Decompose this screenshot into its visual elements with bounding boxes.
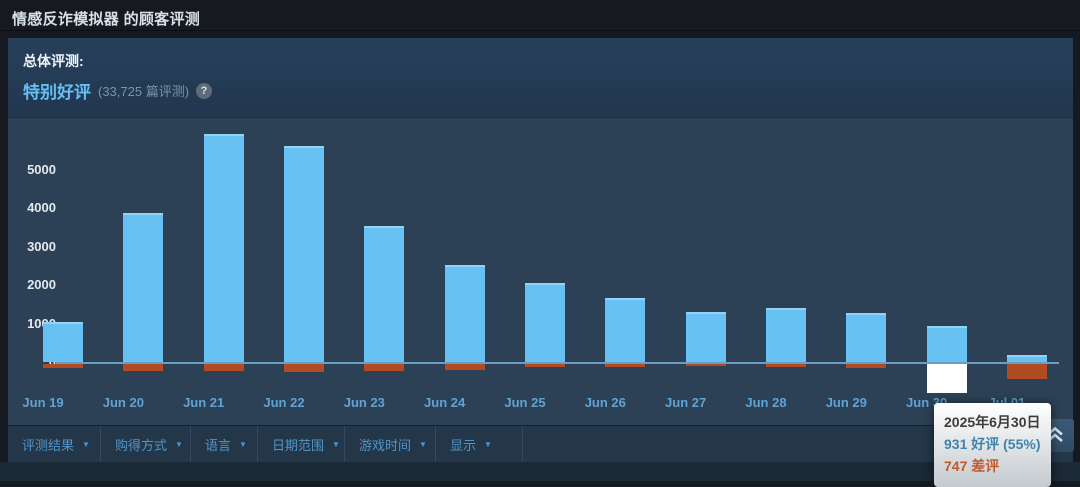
positive-bar[interactable] — [1006, 355, 1047, 362]
y-axis-tick-label: 2000 — [27, 277, 56, 293]
negative-bar[interactable] — [203, 364, 244, 371]
tooltip-date: 2025年6月30日 — [944, 414, 1041, 430]
overall-summary-label: 总体评测: — [23, 53, 84, 69]
filter-bar: 评测结果 ▼ 购得方式 ▼ 语言 ▼ 日期范围 ▼ 游戏时间 ▼ 显示 ▼ — [8, 419, 1074, 462]
filter-dropdown-purchase-type[interactable]: 购得方式 ▼ — [101, 426, 191, 462]
filter-dropdown-display[interactable]: 显示 ▼ — [436, 426, 523, 462]
negative-bar[interactable] — [283, 364, 324, 372]
positive-bar[interactable] — [203, 133, 244, 362]
caret-down-icon: ▼ — [239, 439, 247, 449]
x-axis-date-label: Jun 28 — [745, 395, 787, 410]
overall-summary: 总体评测: 特别好评 (33,725 篇评测) ? — [8, 38, 1073, 118]
tooltip-negative-count: 747 差评 — [944, 458, 1000, 474]
negative-bar-hovered[interactable] — [926, 364, 967, 393]
negative-bar[interactable] — [846, 364, 887, 368]
rating-row: 特别好评 (33,725 篇评测) ? — [23, 78, 1073, 103]
positive-bar[interactable] — [685, 312, 726, 362]
positive-bar[interactable] — [364, 226, 405, 362]
caret-down-icon: ▼ — [419, 439, 427, 449]
negative-bar[interactable] — [43, 364, 83, 368]
x-axis-date-label: Jun 24 — [424, 395, 466, 410]
filter-label: 游戏时间 — [359, 437, 412, 453]
overall-rating: 特别好评 — [23, 83, 91, 102]
negative-bar[interactable] — [123, 364, 164, 371]
x-axis-date-label: Jun 21 — [183, 395, 225, 410]
negative-bar[interactable] — [524, 364, 565, 368]
negative-bar[interactable] — [1006, 364, 1047, 380]
filter-dropdown-playtime[interactable]: 游戏时间 ▼ — [345, 426, 436, 462]
review-count: (33,725 篇评测) — [98, 84, 190, 99]
x-axis-date-label: Jun 29 — [825, 395, 867, 410]
filter-dropdown-language[interactable]: 语言 ▼ — [191, 426, 258, 462]
y-axis-tick-label: 5000 — [27, 162, 56, 177]
caret-down-icon: ▼ — [332, 439, 340, 449]
x-axis-date-label: Jun 19 — [22, 395, 64, 410]
filter-dropdown-date-range[interactable]: 日期范围 ▼ — [258, 426, 345, 462]
filter-label: 评测结果 — [22, 437, 75, 453]
positive-bar[interactable] — [524, 282, 565, 362]
positive-bar[interactable] — [765, 308, 806, 362]
filter-label: 日期范围 — [272, 437, 325, 453]
page-header: 情感反诈模拟器 的顾客评测 — [0, 0, 1080, 31]
reviews-panel: 总体评测: 特别好评 (33,725 篇评测) ? 01000200030004… — [8, 38, 1074, 462]
bar-tooltip: 2025年6月30日 931 好评 (55%) 747 差评 — [934, 403, 1051, 487]
positive-bar[interactable] — [605, 297, 646, 362]
caret-down-icon: ▼ — [82, 439, 90, 449]
filter-label: 购得方式 — [115, 437, 168, 453]
positive-bar[interactable] — [846, 312, 887, 362]
x-axis-date-label: Jun 23 — [343, 395, 385, 410]
page-title: 情感反诈模拟器 的顾客评测 — [12, 11, 201, 28]
negative-bar[interactable] — [364, 364, 405, 371]
negative-bar[interactable] — [685, 364, 726, 367]
y-axis-tick-label: 4000 — [27, 200, 56, 216]
positive-bar[interactable] — [283, 145, 324, 362]
positive-bar[interactable] — [926, 326, 967, 362]
positive-bar[interactable] — [43, 322, 83, 362]
x-axis-line — [56, 362, 1059, 364]
filter-label: 语言 — [205, 437, 232, 453]
tooltip-positive-count: 931 好评 (55%) — [944, 436, 1041, 452]
x-axis-date-label: Jun 25 — [504, 395, 546, 410]
negative-bar[interactable] — [765, 364, 806, 368]
x-axis-date-label: Jun 22 — [263, 395, 305, 410]
page-footer-strip — [0, 462, 1080, 481]
x-axis-date-label: Jun 26 — [584, 395, 626, 410]
positive-bar[interactable] — [444, 264, 485, 362]
x-axis-date-label: Jun 20 — [102, 395, 144, 410]
negative-bar[interactable] — [605, 364, 646, 368]
help-icon[interactable]: ? — [196, 82, 213, 99]
y-axis-tick-label: 3000 — [27, 238, 56, 254]
filter-label: 显示 — [450, 437, 477, 453]
caret-down-icon: ▼ — [175, 439, 183, 449]
caret-down-icon: ▼ — [484, 439, 492, 449]
positive-bar[interactable] — [123, 212, 164, 362]
negative-bar[interactable] — [444, 364, 485, 370]
filter-dropdown-review-type[interactable]: 评测结果 ▼ — [8, 426, 101, 462]
x-axis-date-label: Jun 27 — [665, 395, 707, 410]
